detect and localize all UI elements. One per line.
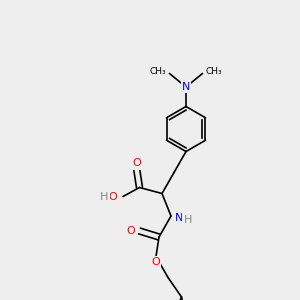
Text: O: O <box>132 158 141 169</box>
Text: CH₃: CH₃ <box>150 68 166 76</box>
Text: H: H <box>184 214 192 225</box>
Text: O: O <box>152 257 160 267</box>
Text: N: N <box>175 213 183 224</box>
Text: H: H <box>100 191 109 202</box>
Text: CH₃: CH₃ <box>206 68 222 76</box>
Text: O: O <box>108 191 117 202</box>
Text: N: N <box>182 82 190 92</box>
Text: O: O <box>126 226 135 236</box>
